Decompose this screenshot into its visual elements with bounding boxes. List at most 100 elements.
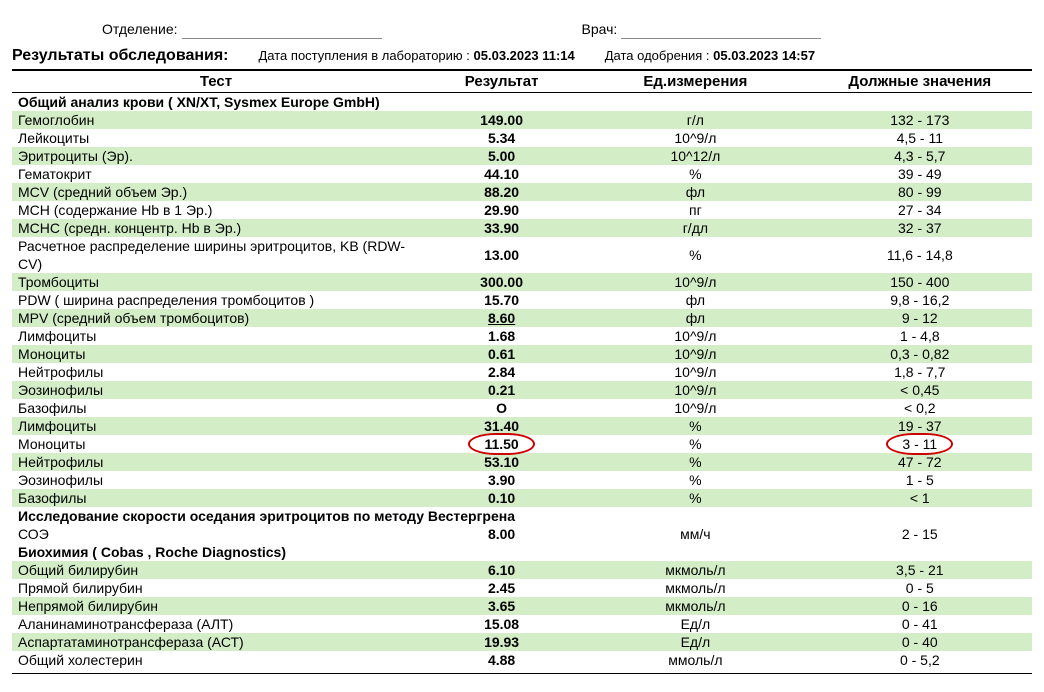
table-row: Эритроциты (Эр).5.0010^12/л4,3 - 5,7 xyxy=(12,147,1032,165)
cell-unit: 10^9/л xyxy=(583,363,807,381)
cell-test: Нейтрофилы xyxy=(12,363,420,381)
cell-unit: % xyxy=(583,471,807,489)
cell-ref: 4,5 - 11 xyxy=(808,129,1032,147)
cell-unit: г/л xyxy=(583,111,807,129)
cell-result: 8.60 xyxy=(420,309,583,327)
cell-result: 13.00 xyxy=(420,237,583,273)
footer-rule xyxy=(12,673,1032,674)
cell-ref: < 1 xyxy=(808,489,1032,507)
cell-test: MPV (средний объем тромбоцитов) xyxy=(12,309,420,327)
cell-test: Лимфоциты xyxy=(12,417,420,435)
cell-ref: 0 - 5 xyxy=(808,579,1032,597)
cell-ref: 11,6 - 14,8 xyxy=(808,237,1032,273)
section-title: Общий анализ крови ( XN/XT, Sysmex Europ… xyxy=(12,93,1032,112)
received-meta: Дата поступления в лабораторию : 05.03.2… xyxy=(259,48,575,63)
cell-ref: 3 - 11 xyxy=(808,435,1032,453)
cell-result: 0.61 xyxy=(420,345,583,363)
cell-unit: мкмоль/л xyxy=(583,579,807,597)
table-row: Базофилы0.10%< 1 xyxy=(12,489,1032,507)
cell-ref: 0 - 16 xyxy=(808,597,1032,615)
cell-result: 33.90 xyxy=(420,219,583,237)
table-row: Лейкоциты5.3410^9/л4,5 - 11 xyxy=(12,129,1032,147)
department-field-group: Отделение: xyxy=(102,18,382,39)
cell-test: Аспартатаминотрансфераза (АСТ) xyxy=(12,633,420,651)
cell-result: 8.00 xyxy=(420,525,583,543)
cell-result: 15.70 xyxy=(420,291,583,309)
cell-result: 149.00 xyxy=(420,111,583,129)
cell-unit: 10^9/л xyxy=(583,399,807,417)
department-input[interactable] xyxy=(182,18,382,39)
col-ref: Должные значения xyxy=(808,70,1032,93)
section-title: Исследование скорости оседания эритроцит… xyxy=(12,507,1032,525)
table-row: Нейтрофилы53.10%47 - 72 xyxy=(12,453,1032,471)
cell-unit: фл xyxy=(583,291,807,309)
approved-value: 05.03.2023 14:57 xyxy=(713,48,815,63)
cell-result: 53.10 xyxy=(420,453,583,471)
table-row: Тромбоциты300.0010^9/л150 - 400 xyxy=(12,273,1032,291)
cell-test: MCV (средний объем Эр.) xyxy=(12,183,420,201)
cell-test: MCH (содержание Hb в 1 Эр.) xyxy=(12,201,420,219)
cell-ref: 2 - 15 xyxy=(808,525,1032,543)
doctor-input[interactable] xyxy=(621,18,821,39)
cell-ref: 3,5 - 21 xyxy=(808,561,1032,579)
cell-result: 88.20 xyxy=(420,183,583,201)
cell-result: 44.10 xyxy=(420,165,583,183)
table-row: Аланинаминотрансфераза (АЛТ)15.08Ед/л0 -… xyxy=(12,615,1032,633)
table-row: Прямой билирубин2.45мкмоль/л0 - 5 xyxy=(12,579,1032,597)
cell-ref: < 0,2 xyxy=(808,399,1032,417)
cell-test: Лимфоциты xyxy=(12,327,420,345)
cell-ref: 4,3 - 5,7 xyxy=(808,147,1032,165)
cell-test: Общий холестерин xyxy=(12,651,420,669)
cell-result: 6.10 xyxy=(420,561,583,579)
cell-unit: фл xyxy=(583,183,807,201)
cell-result: 5.34 xyxy=(420,129,583,147)
cell-unit: ммоль/л xyxy=(583,651,807,669)
cell-ref: 0 - 41 xyxy=(808,615,1032,633)
cell-unit: 10^9/л xyxy=(583,327,807,345)
cell-ref: 47 - 72 xyxy=(808,453,1032,471)
col-unit: Ед.измерения xyxy=(583,70,807,93)
table-row: Эозинофилы3.90%1 - 5 xyxy=(12,471,1032,489)
cell-result: 5.00 xyxy=(420,147,583,165)
cell-unit: мкмоль/л xyxy=(583,561,807,579)
circled-value: 11.50 xyxy=(470,435,532,453)
cell-unit: 10^9/л xyxy=(583,273,807,291)
cell-test: Расчетное распределение ширины эритроцит… xyxy=(12,237,420,273)
table-row: Общий холестерин4.88ммоль/л0 - 5,2 xyxy=(12,651,1032,669)
cell-ref: 1 - 5 xyxy=(808,471,1032,489)
cell-unit: % xyxy=(583,237,807,273)
cell-ref: 19 - 37 xyxy=(808,417,1032,435)
table-row: MCH (содержание Hb в 1 Эр.)29.90пг27 - 3… xyxy=(12,201,1032,219)
cell-unit: Ед/л xyxy=(583,633,807,651)
cell-result: 11.50 xyxy=(420,435,583,453)
cell-unit: % xyxy=(583,417,807,435)
table-row: Непрямой билирубин3.65мкмоль/л0 - 16 xyxy=(12,597,1032,615)
cell-unit: Ед/л xyxy=(583,615,807,633)
cell-result: 15.08 xyxy=(420,615,583,633)
cell-result: 31.40 xyxy=(420,417,583,435)
cell-unit: г/дл xyxy=(583,219,807,237)
cell-test: Аланинаминотрансфераза (АЛТ) xyxy=(12,615,420,633)
approved-label: Дата одобрения : xyxy=(605,48,710,63)
table-row: Гематокрит44.10%39 - 49 xyxy=(12,165,1032,183)
cell-result: 19.93 xyxy=(420,633,583,651)
cell-ref: 150 - 400 xyxy=(808,273,1032,291)
cell-test: Гематокрит xyxy=(12,165,420,183)
cell-ref: 1,8 - 7,7 xyxy=(808,363,1032,381)
cell-result: 3.65 xyxy=(420,597,583,615)
cell-ref: 80 - 99 xyxy=(808,183,1032,201)
section-title: Биохимия ( Cobas , Roche Diagnostics) xyxy=(12,543,1032,561)
table-row: Моноциты11.50%3 - 11 xyxy=(12,435,1032,453)
cell-test: Прямой билирубин xyxy=(12,579,420,597)
cell-test: Гемоглобин xyxy=(12,111,420,129)
table-row: MCHC (средн. концентр. Hb в Эр.)33.90г/д… xyxy=(12,219,1032,237)
doctor-field-group: Врач: xyxy=(582,18,822,39)
section-title-row: Общий анализ крови ( XN/XT, Sysmex Europ… xyxy=(12,93,1032,112)
cell-unit: мкмоль/л xyxy=(583,597,807,615)
cell-test: Эритроциты (Эр). xyxy=(12,147,420,165)
cell-result: 1.68 xyxy=(420,327,583,345)
cell-test: MCHC (средн. концентр. Hb в Эр.) xyxy=(12,219,420,237)
cell-ref: 0,3 - 0,82 xyxy=(808,345,1032,363)
cell-result: 2.84 xyxy=(420,363,583,381)
cell-test: Лейкоциты xyxy=(12,129,420,147)
